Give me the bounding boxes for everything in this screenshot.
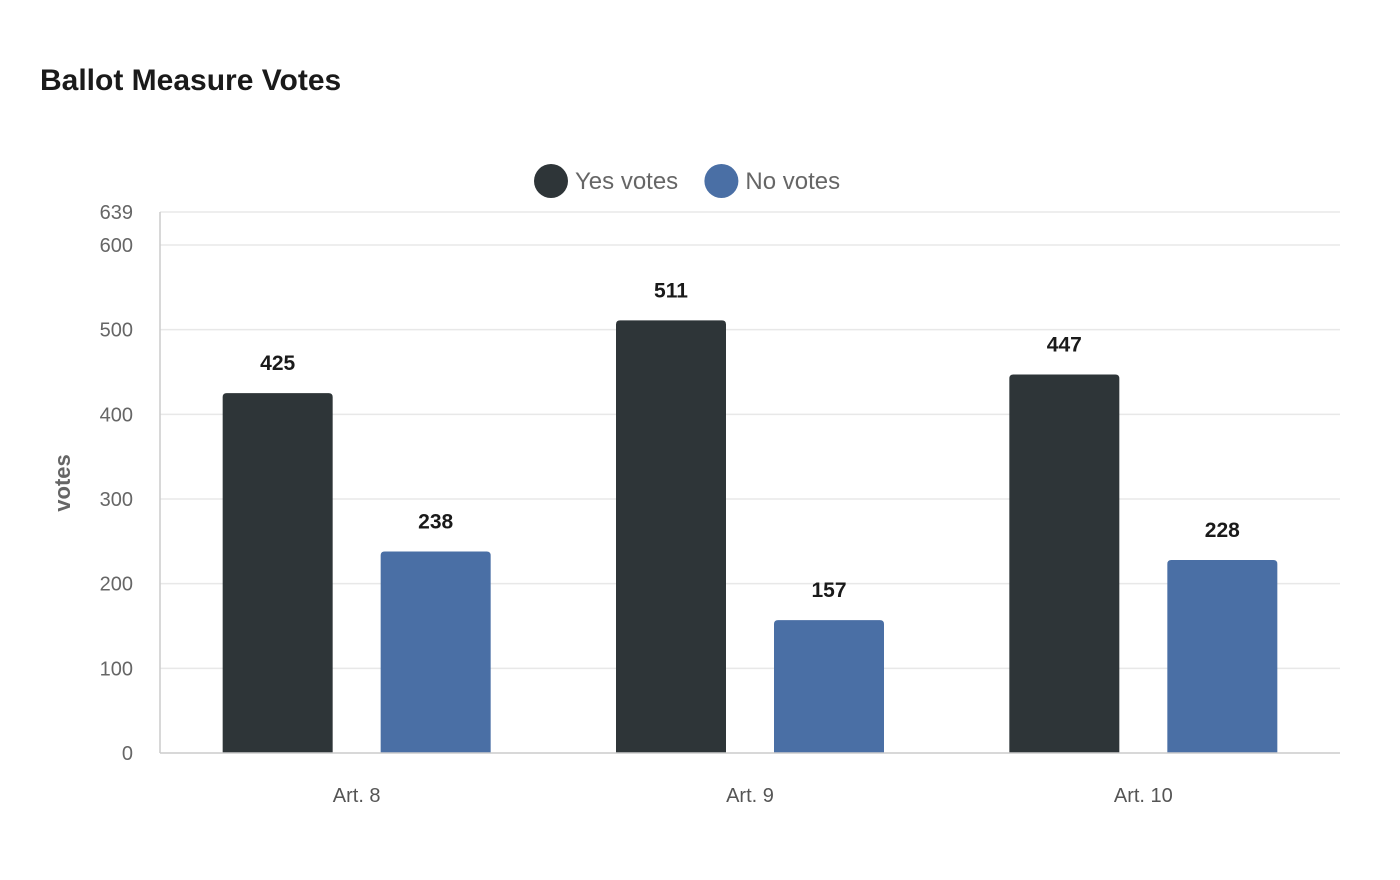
legend-label-yes-votes: Yes votes xyxy=(575,168,678,195)
bar-no-votes-art-10 xyxy=(1167,559,1278,753)
data-label-no-votes-art-8: 238 xyxy=(418,511,453,534)
data-label-yes-votes-art-8: 425 xyxy=(260,352,295,375)
y-axis: 0 100 200 300 400 500 600 639 xyxy=(100,202,161,765)
bar-yes-votes-art-8 xyxy=(222,393,333,753)
y-tick-label-400: 400 xyxy=(100,404,133,426)
legend-swatch-no-votes xyxy=(704,164,739,198)
legend-item-yes-votes[interactable]: Yes votes xyxy=(534,164,678,198)
bar-no-votes-art-8 xyxy=(380,551,491,753)
legend: Yes votes No votes xyxy=(534,164,840,198)
bar-no-votes-art-9 xyxy=(774,620,884,753)
bar-yes-votes-art-10 xyxy=(1009,374,1120,753)
data-label-yes-votes-art-9: 511 xyxy=(654,279,688,302)
chart-title: Ballot Measure Votes xyxy=(40,64,341,97)
legend-swatch-yes-votes xyxy=(534,164,568,198)
x-axis: Art. 8 Art. 9 Art. 10 xyxy=(160,752,1340,807)
data-label-no-votes-art-10: 228 xyxy=(1205,519,1240,542)
y-tick-label-600: 600 xyxy=(100,235,133,257)
legend-item-no-votes[interactable]: No votes xyxy=(704,164,840,198)
y-tick-label-0: 0 xyxy=(122,743,133,765)
bars-layer xyxy=(222,320,1278,753)
y-axis-label: votes xyxy=(50,454,75,511)
x-tick-label-art-10: Art. 10 xyxy=(1114,785,1173,807)
y-tick-label-100: 100 xyxy=(100,658,133,680)
y-tick-label-200: 200 xyxy=(100,574,133,596)
grid-layer xyxy=(160,211,1340,670)
data-labels-layer: 425 238 511 157 447 228 xyxy=(260,279,1240,602)
x-tick-label-art-9: Art. 9 xyxy=(726,785,774,807)
data-label-yes-votes-art-10: 447 xyxy=(1047,334,1082,357)
y-tick-label-300: 300 xyxy=(100,489,133,511)
y-tick-label-500: 500 xyxy=(100,320,133,342)
legend-label-no-votes: No votes xyxy=(745,168,840,195)
y-tick-label-639: 639 xyxy=(100,202,133,224)
bar-yes-votes-art-9 xyxy=(616,320,726,753)
x-tick-label-art-8: Art. 8 xyxy=(333,785,381,807)
data-label-no-votes-art-9: 157 xyxy=(811,579,846,602)
